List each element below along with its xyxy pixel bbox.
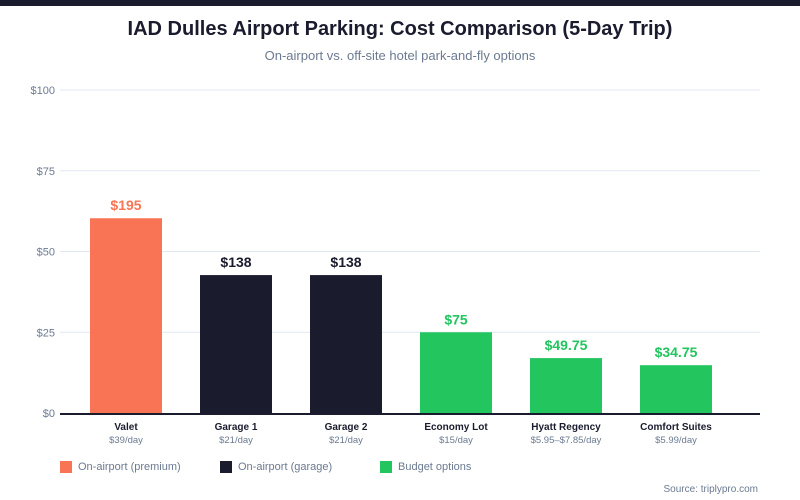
- data-label: $138: [220, 254, 251, 270]
- y-tick-label: $0: [43, 408, 55, 420]
- bar: [200, 275, 272, 413]
- legend-label: On-airport (garage): [238, 461, 333, 473]
- y-tick-label: $100: [31, 85, 55, 97]
- x-tick-sublabel: $15/day: [439, 435, 473, 446]
- source-note: Source: triplypro.com: [663, 484, 758, 495]
- x-tick-sublabel: $5.95–$7.85/day: [531, 435, 602, 446]
- data-label: $138: [330, 254, 361, 270]
- bar: [530, 358, 602, 413]
- legend-label: On-airport (premium): [78, 461, 181, 473]
- legend-swatch: [380, 461, 392, 473]
- x-tick-sublabel: $5.99/day: [655, 435, 697, 446]
- data-label: $34.75: [655, 344, 698, 360]
- x-tick-label: Garage 2: [325, 422, 368, 433]
- x-tick-sublabel: $39/day: [109, 435, 143, 446]
- x-tick-sublabel: $21/day: [219, 435, 253, 446]
- legend-label: Budget options: [398, 461, 472, 473]
- x-tick-sublabel: $21/day: [329, 435, 363, 446]
- y-tick-label: $25: [37, 327, 55, 339]
- legend-swatch: [60, 461, 72, 473]
- x-tick-label: Comfort Suites: [640, 422, 712, 433]
- bar: [640, 365, 712, 413]
- bar: [420, 332, 492, 413]
- legend-item: On-airport (garage): [220, 461, 380, 473]
- chart-title: IAD Dulles Airport Parking: Cost Compari…: [127, 18, 673, 40]
- legend-swatch: [220, 461, 232, 473]
- bar: [310, 275, 382, 413]
- legend-item: Budget options: [380, 461, 540, 473]
- x-tick-label: Hyatt Regency: [531, 422, 601, 433]
- y-tick-label: $50: [37, 247, 55, 259]
- top-bar: [0, 0, 800, 6]
- data-label: $195: [110, 197, 141, 213]
- legend: On-airport (premium) On-airport (garage) B…: [60, 461, 540, 473]
- x-tick-label: Garage 1: [215, 422, 258, 433]
- x-tick-label: Economy Lot: [424, 422, 488, 433]
- y-tick-label: $75: [37, 166, 55, 178]
- data-label: $49.75: [545, 337, 588, 353]
- bar: [90, 218, 162, 413]
- legend-item: On-airport (premium): [60, 461, 220, 473]
- chart-subtitle: On-airport vs. off-site hotel park-and-f…: [264, 48, 536, 63]
- x-tick-label: Valet: [114, 422, 138, 433]
- data-label: $75: [444, 311, 468, 327]
